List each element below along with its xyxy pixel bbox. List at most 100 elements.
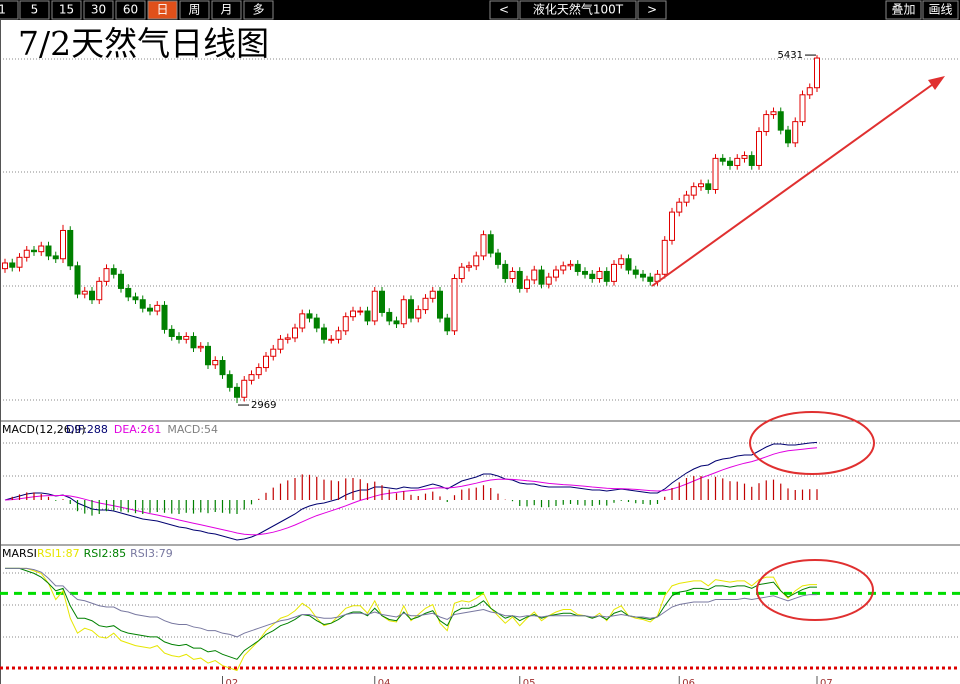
candle-body [763,114,770,133]
candle-body [429,290,436,299]
candle-body [727,160,733,166]
button-label[interactable]: 多 [252,3,264,17]
button-frame[interactable] [179,0,210,20]
candle-body [705,183,712,190]
button-label[interactable]: 15 [59,3,74,17]
candle-body [183,335,190,340]
candle-body [495,252,501,265]
candle-body [473,255,480,267]
candle-body [806,87,813,96]
button-frame[interactable] [519,0,637,20]
button-frame[interactable] [489,0,519,20]
button-label[interactable]: 1 [0,3,6,17]
series-line [5,567,817,660]
candle-body [103,268,110,282]
candle-body [248,374,255,381]
button-label[interactable]: 月 [220,3,232,17]
button-label[interactable]: 5 [31,3,39,17]
candle-body [676,201,683,213]
candle-body [371,290,378,322]
candle-body [603,270,610,282]
candle-body [284,337,291,340]
candle-body [306,313,313,319]
panel-title: MACD(12,26,9) [2,423,86,436]
toolbar-button[interactable]: > [637,0,667,20]
candle-body [712,157,719,190]
candle-body [748,155,755,166]
button-frame[interactable] [19,0,50,20]
button-frame[interactable] [115,0,146,20]
candle-body [234,386,240,398]
button-label[interactable]: > [647,3,657,17]
toolbar-button[interactable]: 叠加 [885,0,922,20]
button-label[interactable]: 周 [188,3,200,17]
toolbar-button[interactable]: 60 [115,0,146,20]
candle-body [415,309,422,319]
panel-grid [0,58,960,638]
button-frame[interactable] [637,0,667,20]
button-frame[interactable] [243,0,274,20]
candle-body [487,234,494,254]
toolbar-button[interactable]: 15 [51,0,82,20]
toolbar-button[interactable]: 5 [19,0,50,20]
candle-body [393,320,400,325]
candle-body [386,311,393,322]
candle-body [741,155,748,159]
button-frame[interactable] [211,0,242,20]
button-frame[interactable] [922,0,959,20]
candle-body [574,263,581,272]
toolbar-button[interactable]: 月 [211,0,242,20]
button-label[interactable]: 叠加 [891,3,915,17]
candle-body [719,157,726,162]
x-tick-label: 06 [682,678,695,684]
toolbar-button[interactable]: 1 [0,0,19,20]
button-label[interactable]: 日 [156,3,168,17]
candle-body [589,273,596,280]
candle-body [67,229,74,267]
candle-body [669,211,675,241]
button-frame[interactable] [0,0,19,20]
candle-body [321,327,327,340]
button-frame[interactable] [51,0,82,20]
toolbar-button[interactable]: < [489,0,519,20]
candle-body [560,265,567,271]
toolbar-button[interactable]: 日 [147,0,178,20]
candle-body [553,269,559,278]
candle-body [176,335,182,340]
candle-body [132,296,139,301]
candle-body [785,129,791,144]
candle-body [74,265,81,295]
toolbar-button[interactable]: 液化天然气100T [519,0,637,20]
candle-body [263,355,269,369]
toolbar-button[interactable]: 30 [83,0,114,20]
candle-body [400,299,407,325]
candle-body [444,317,451,332]
candle-body [110,268,117,275]
candle-body [502,263,509,280]
button-label[interactable]: 30 [91,3,106,17]
button-frame[interactable] [885,0,922,20]
toolbar-buttons: 1 5 15 30 60 日周月多 < 液化天然气100T > 叠加 画线 [0,0,959,20]
legend-label: DIF:288 [66,423,108,436]
candle-body [313,317,320,329]
button-label[interactable]: 60 [123,3,138,17]
button-frame[interactable] [83,0,114,20]
series-line [5,567,817,638]
button-label[interactable]: 画线 [928,3,952,17]
button-frame[interactable] [147,0,178,20]
candle-body [611,263,617,282]
candle-body [335,330,342,340]
candle-body [734,157,741,166]
button-label[interactable]: < [499,3,509,17]
toolbar-button[interactable]: 周 [179,0,210,20]
toolbar-button[interactable]: 多 [243,0,274,20]
button-label[interactable]: 液化天然气100T [533,2,624,17]
series-line [4,441,818,541]
toolbar-button[interactable]: 画线 [922,0,959,20]
candle-body [640,273,646,278]
candle-body [38,245,45,253]
legend-label: DEA:261 [114,423,161,436]
series-line [5,567,817,672]
candle-body [567,263,574,267]
